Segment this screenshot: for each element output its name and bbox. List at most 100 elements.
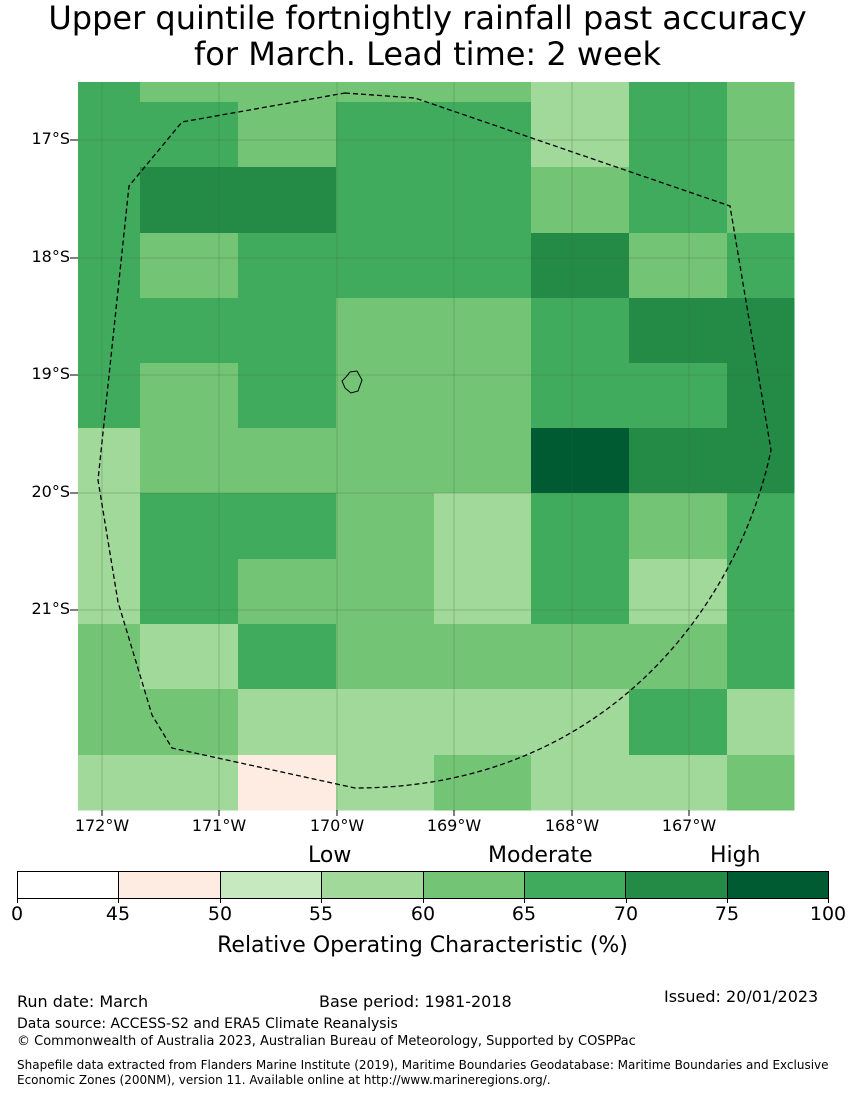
map-cell [140,689,239,756]
map-cell [336,689,435,756]
map-cell [140,298,239,364]
map-cell [140,755,239,811]
map-cell [727,363,795,429]
colorbar-tick-60: 60 [410,903,436,925]
map-cell [238,233,337,299]
map-cell [531,493,630,560]
colorbar-tickmark [626,898,627,903]
map-grid-cells [78,82,795,811]
colorbar-tick-75: 75 [714,903,740,925]
lat-label-20s: 20°S [31,482,70,501]
colorbar-tick-55: 55 [308,903,334,925]
map-cell [238,167,337,234]
niue-island-outline [341,370,363,394]
map-cell [531,428,630,494]
map-cell [434,428,532,494]
map-cell [238,428,337,494]
lon-label-167w: 167°W [661,816,717,835]
map-cell [238,102,337,168]
lon-label-169w: 169°W [426,816,482,835]
colorbar-segment-55-60 [322,872,424,898]
data-source: Data source: ACCESS-S2 and ERA5 Climate … [17,1016,398,1032]
map-cell [727,559,795,625]
rainfall-accuracy-map [70,82,795,816]
map-cell [727,233,795,299]
map-cell [336,102,435,168]
map-cell [238,755,337,811]
map-cell [78,428,141,494]
map-cell [434,624,532,690]
map-cell [531,755,630,811]
colorbar-segment-70-75 [626,872,728,898]
colorbar-segment-0-45 [18,872,120,898]
colorbar-segment-45-50 [119,872,221,898]
map-title-line-1: Upper quintile fortnightly rainfall past… [48,0,807,37]
map-cell [727,102,795,168]
map-cell [238,298,337,364]
issued-date: Issued: 20/01/2023 [664,987,819,1006]
map-cell [140,363,239,429]
map-cell [629,428,728,494]
map-cell [140,167,239,234]
map-cell [629,298,728,364]
map-cell [140,102,239,168]
map-cell [629,689,728,756]
map-cell [78,167,141,234]
base-period: Base period: 1981-2018 [319,992,512,1011]
colorbar-tick-45: 45 [105,903,131,925]
colorbar-tickmark [118,898,119,903]
map-cell [629,167,728,234]
map-cell [238,363,337,429]
map-cell [78,82,141,103]
map-cell [727,82,795,103]
map-cell [531,298,630,364]
colorbar-tickmark [423,898,424,903]
colorbar-title: Relative Operating Characteristic (%) [217,933,628,958]
map-cell [140,82,239,103]
colorbar-segment-50-55 [220,872,323,898]
map-cell [78,624,141,690]
map-cell [434,82,532,103]
map-cell [531,559,630,625]
map-cell [629,559,728,625]
map-cell [78,755,141,811]
map-cell [336,167,435,234]
colorbar-segment-65-70 [524,872,627,898]
lon-label-172w: 172°W [74,816,130,835]
map-cell [238,689,337,756]
map-cell [434,298,532,364]
map-cell [434,493,532,560]
map-cell [78,298,141,364]
map-cell [531,102,630,168]
map-cell [434,102,532,168]
map-title-line-2: for March. Lead time: 2 week [194,35,661,73]
map-cell [629,624,728,690]
colorbar-tickmark [220,898,221,903]
map-cell [531,363,630,429]
map-cell [629,233,728,299]
lat-label-21s: 21°S [31,599,70,618]
colorbar-tickmark [524,898,525,903]
map-cell [140,624,239,690]
map-cell [336,755,435,811]
map-cell [727,624,795,690]
map-cell [531,233,630,299]
map-cell [727,167,795,234]
lat-label-18s: 18°S [31,247,70,266]
map-cell [78,493,141,560]
map-cell [238,493,337,560]
map-cell [238,624,337,690]
map-cell [434,689,532,756]
colorbar-segment-75-100 [727,872,828,898]
colorbar-tickmark [828,898,829,903]
map-cell [434,755,532,811]
run-date: Run date: March [17,992,149,1011]
colorbar-tickmark [17,898,18,903]
category-low-label: Low [308,843,352,868]
map-cell [434,559,532,625]
category-moderate-label: Moderate [488,843,593,868]
map-cell [140,233,239,299]
map-cell [78,689,141,756]
map-cell [238,82,337,103]
colorbar-tickmark [321,898,322,903]
